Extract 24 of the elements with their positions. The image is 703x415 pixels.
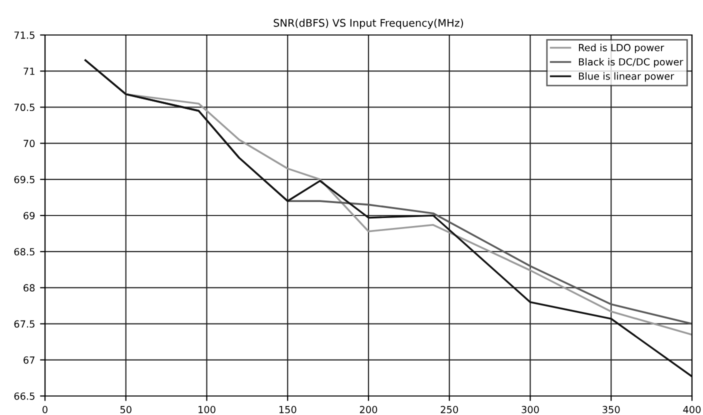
y-tick-label: 68 [24, 284, 35, 292]
x-tick-label: 200 [360, 406, 378, 414]
y-tick-label: 70.5 [14, 104, 34, 112]
y-tick-label: 67.5 [14, 320, 34, 328]
x-tick-label: 100 [198, 406, 216, 414]
y-tick-label: 66.5 [14, 392, 34, 400]
y-tick-label: 69.5 [14, 176, 34, 184]
y-tick-label: 71.5 [14, 32, 34, 39]
x-tick-label: 0 [42, 406, 48, 414]
x-tick-label: 350 [602, 406, 620, 414]
x-tick-label: 300 [522, 406, 539, 414]
y-tick-label: 68.5 [14, 248, 34, 256]
x-tick-label: 50 [120, 406, 132, 414]
x-tick-label: 400 [683, 406, 701, 414]
y-tick-label: 69 [24, 212, 35, 220]
y-tick-label: 67 [24, 356, 34, 364]
x-tick-label: 250 [440, 406, 458, 414]
y-tick-label: 70 [24, 140, 35, 148]
chart-title: SNR(dBFS) VS Input Frequency(MHz) [274, 18, 464, 29]
legend-label: Red is LDO power [578, 44, 664, 54]
x-tick-label: 150 [279, 406, 296, 414]
legend-label: Black is DC/DC power [578, 58, 684, 68]
y-tick-label: 71 [24, 68, 34, 75]
legend-label: Blue is linear power [578, 72, 674, 82]
